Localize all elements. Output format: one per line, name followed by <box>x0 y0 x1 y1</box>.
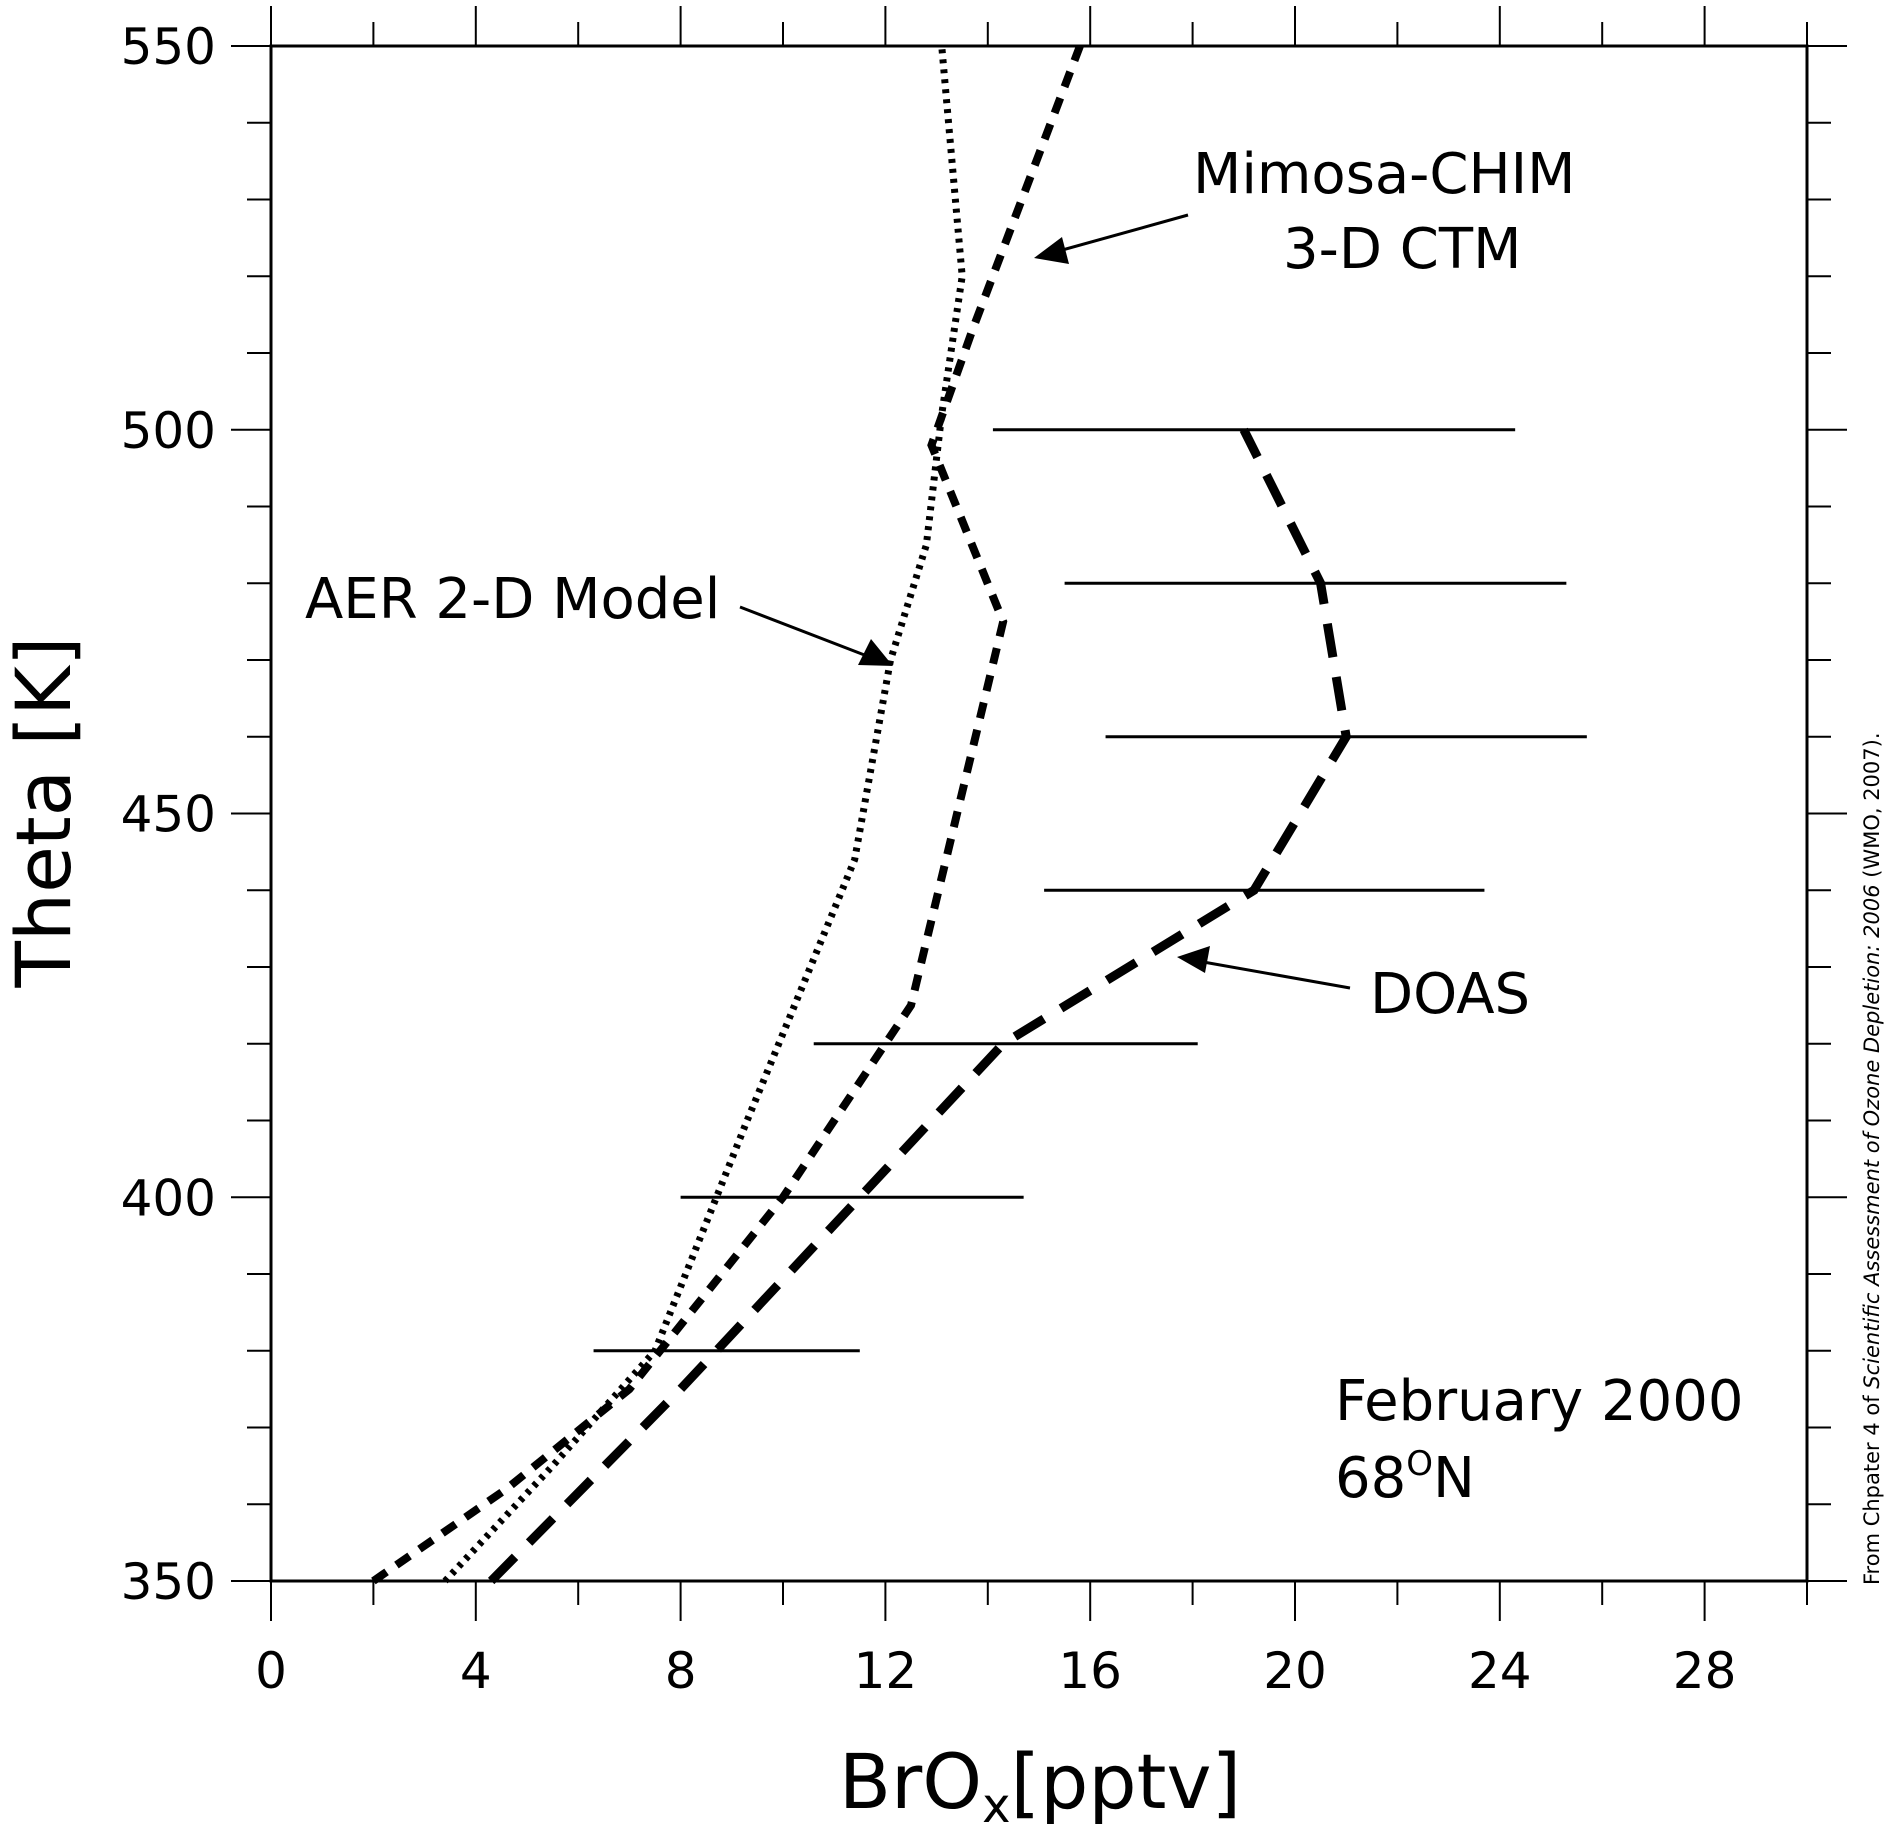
y-tick-label: 450 <box>121 786 216 844</box>
y-tick-labels: 350 400 450 500 550 <box>121 18 216 1611</box>
x-tick-label: 16 <box>1058 1642 1122 1700</box>
y-axis-title: Theta [K] <box>0 636 88 988</box>
series-line-doas <box>487 427 1351 1585</box>
x-tick-label: 0 <box>255 1642 287 1700</box>
source-credit: From Chpater 4 of Scientific Assessment … <box>1860 732 1884 1585</box>
doas-arrowhead <box>1177 946 1210 973</box>
x-tick-label: 8 <box>665 1642 697 1700</box>
date-label: February 2000 <box>1335 1369 1743 1434</box>
mimosa-label-line1: Mimosa-CHIM <box>1193 142 1575 207</box>
credit-suffix: (WMO, 2007). <box>1860 732 1884 884</box>
series-lines <box>371 44 1351 1585</box>
series-line-mimosa-chim-3-d-ctm <box>371 44 1084 1585</box>
x-axis-title-subscript: x <box>982 1778 1010 1834</box>
latitude-label: 68ON <box>1335 1444 1475 1511</box>
latitude-suffix: N <box>1433 1446 1475 1511</box>
x-axis-title-main: BrO <box>839 1737 982 1826</box>
y-tick-label: 400 <box>121 1169 216 1227</box>
plot-frame <box>269 44 1809 1583</box>
latitude-degree: O <box>1406 1444 1433 1484</box>
doas-error-bars <box>593 428 1587 1353</box>
aer-label: AER 2-D Model <box>305 567 720 632</box>
axis-ticks <box>231 6 1847 1621</box>
y-tick-label: 350 <box>121 1553 216 1611</box>
aer-arrowhead <box>858 639 893 666</box>
x-tick-label: 4 <box>460 1642 492 1700</box>
doas-label: DOAS <box>1370 962 1530 1027</box>
credit-prefix: From Chpater 4 of <box>1860 1389 1884 1585</box>
x-axis-title: BrOx[pptv] <box>839 1737 1241 1834</box>
x-tick-label: 28 <box>1673 1642 1737 1700</box>
mimosa-arrow <box>1047 213 1189 256</box>
latitude-number: 68 <box>1335 1446 1406 1511</box>
credit-title: Scientific Assessment of Ozone Depletion… <box>1860 884 1884 1388</box>
doas-arrow <box>1191 958 1351 990</box>
x-tick-label: 24 <box>1468 1642 1532 1700</box>
y-tick-label: 500 <box>121 402 216 460</box>
x-tick-labels: 0 4 8 12 16 20 24 28 <box>255 1642 1736 1700</box>
aer-arrow <box>739 605 881 663</box>
mimosa-label-line2: 3-D CTM <box>1283 217 1521 282</box>
y-tick-label: 550 <box>121 18 216 76</box>
x-tick-label: 12 <box>854 1642 918 1700</box>
annotation-arrows <box>739 213 1351 990</box>
x-tick-label: 20 <box>1263 1642 1327 1700</box>
series-line-aer-2-d-model <box>442 45 966 1584</box>
x-axis-title-unit: [pptv] <box>1011 1737 1242 1826</box>
mimosa-arrowhead <box>1034 237 1069 264</box>
